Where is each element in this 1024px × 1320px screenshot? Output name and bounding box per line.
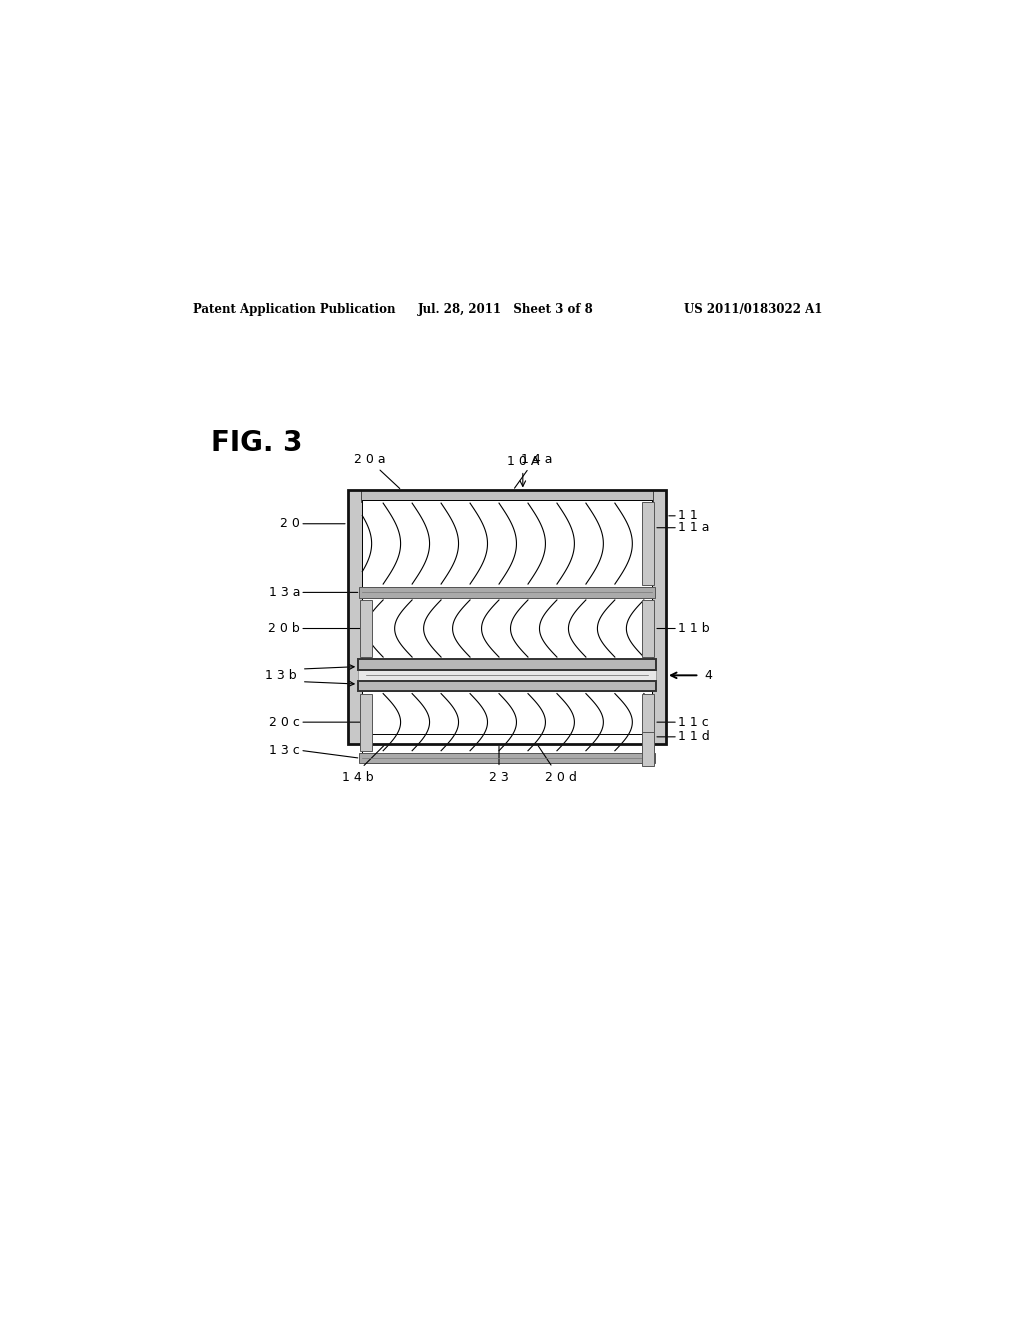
Text: 2 0: 2 0 — [281, 517, 300, 531]
Bar — [359, 599, 372, 657]
Text: 1 4 b: 1 4 b — [342, 771, 374, 784]
Text: 2 0 d: 2 0 d — [545, 771, 577, 784]
Bar — [362, 734, 652, 763]
Text: 1 1 c: 1 1 c — [678, 715, 709, 729]
Bar — [358, 669, 655, 681]
Text: 1 4 a: 1 4 a — [521, 453, 553, 466]
Bar — [642, 693, 654, 751]
Bar — [360, 491, 653, 502]
Bar — [642, 731, 654, 766]
Bar — [358, 681, 655, 692]
Text: 4: 4 — [705, 669, 712, 682]
Text: 2 3: 2 3 — [489, 771, 509, 784]
Text: Patent Application Publication: Patent Application Publication — [194, 304, 395, 315]
Text: 2 0 a: 2 0 a — [354, 453, 386, 466]
Text: 1 3 b: 1 3 b — [264, 669, 296, 682]
Bar — [642, 503, 654, 585]
Bar — [359, 693, 372, 751]
Bar — [360, 733, 653, 743]
Bar — [362, 692, 652, 754]
Bar — [362, 598, 652, 660]
Text: 1 3 c: 1 3 c — [269, 744, 300, 756]
Bar — [358, 660, 655, 669]
Bar — [359, 587, 655, 598]
Text: 1 3 a: 1 3 a — [268, 586, 300, 599]
Bar — [348, 491, 364, 743]
Text: 2 0 b: 2 0 b — [268, 622, 300, 635]
Bar — [642, 599, 654, 657]
Bar — [362, 500, 652, 587]
Bar — [650, 491, 666, 743]
Text: 1 1: 1 1 — [678, 510, 697, 523]
Text: 1 0 A: 1 0 A — [507, 455, 539, 469]
Text: 1 1 a: 1 1 a — [678, 521, 710, 535]
Bar — [359, 754, 655, 763]
Text: US 2011/0183022 A1: US 2011/0183022 A1 — [684, 304, 822, 315]
Bar — [362, 500, 652, 734]
Text: 1 1 d: 1 1 d — [678, 730, 710, 743]
Bar — [348, 491, 666, 743]
Text: 1 1 b: 1 1 b — [678, 622, 710, 635]
Text: FIG. 3: FIG. 3 — [211, 429, 303, 457]
Text: 2 0 c: 2 0 c — [269, 715, 300, 729]
Text: Jul. 28, 2011   Sheet 3 of 8: Jul. 28, 2011 Sheet 3 of 8 — [418, 304, 594, 315]
